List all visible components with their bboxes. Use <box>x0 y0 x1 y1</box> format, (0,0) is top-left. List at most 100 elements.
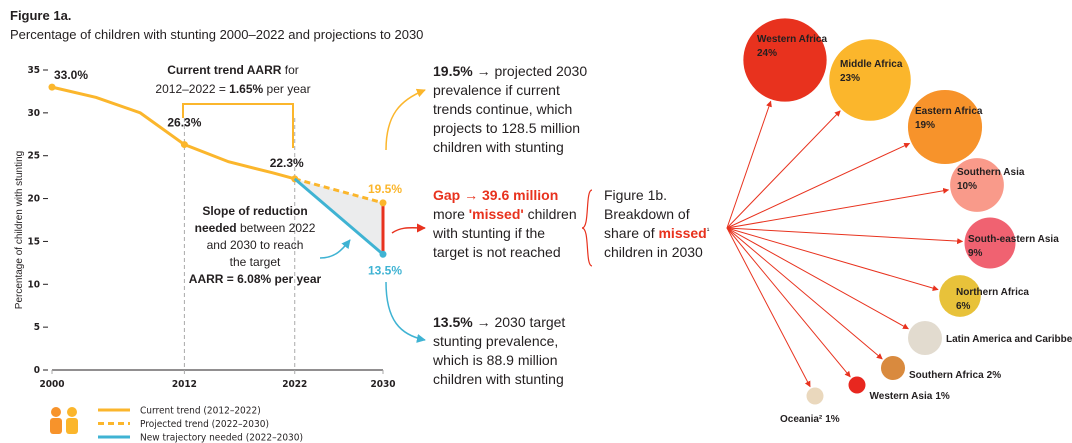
annotation-text: with stunting if the <box>432 225 545 241</box>
y-tick-label: 15 <box>27 236 40 247</box>
annotation-text: target is not reached <box>433 244 561 260</box>
point <box>379 250 387 258</box>
bubble-value: 2% <box>987 370 1002 381</box>
arrow <box>391 223 426 234</box>
bubble-label: Latin America and Caribbean4% <box>946 334 1072 345</box>
subtitle: Percentage of children with stunting 200… <box>10 27 423 42</box>
bubble-value: 6% <box>956 301 971 312</box>
connector <box>726 227 883 360</box>
annotation-text: trends continue, which <box>433 101 572 117</box>
point <box>48 83 56 91</box>
legend-label: Current trend (2012–2022) <box>140 406 261 417</box>
annotation: AARR = 6.08% per year <box>189 272 322 286</box>
annotation-text: for <box>281 63 298 77</box>
x-tick-label: 2030 <box>370 379 395 390</box>
bubble-label: Oceania² 1% <box>780 414 840 425</box>
connector <box>726 227 939 291</box>
annotation-text: needed <box>195 221 237 235</box>
point <box>180 141 188 149</box>
kids-icon <box>50 407 78 434</box>
y-tick-label: 5 <box>34 322 40 333</box>
annotation-text: children with stunting <box>433 139 564 155</box>
bubble <box>848 376 866 394</box>
connector <box>726 227 964 245</box>
annotation: target is not reached <box>433 244 561 260</box>
connector <box>726 227 851 378</box>
bubble-label: Western Africa <box>757 34 827 45</box>
annotation-text: Breakdown of <box>604 206 690 222</box>
series-line <box>293 177 384 256</box>
bubble <box>829 39 911 121</box>
legend-label: Projected trend (2022–2030) <box>140 419 269 430</box>
annotation-text: 2012–2022 = <box>155 82 229 96</box>
data-label: 26.3% <box>167 116 201 130</box>
annotation-text: ¹ <box>707 226 710 235</box>
data-label: 19.5% <box>368 182 402 196</box>
bubble <box>907 89 983 165</box>
bubble-label: South-eastern Asia <box>968 234 1059 245</box>
y-tick-label: 10 <box>27 279 40 290</box>
annotation-text: 19.5% <box>433 63 473 79</box>
annotation: stunting prevalence, <box>433 333 558 349</box>
annotation-text: 1.65% <box>229 82 263 96</box>
legend-label: New trajectory needed (2022–2030) <box>140 433 303 443</box>
bubble <box>964 217 1016 269</box>
annotation: which is 88.9 million <box>432 352 558 368</box>
y-axis-label: Percentage of children with stunting <box>14 151 25 309</box>
bubble-value: 23% <box>840 73 860 84</box>
annotation-text: share of <box>604 225 658 241</box>
bubble <box>908 321 942 355</box>
aarr-bracket <box>182 103 294 148</box>
annotation-text: children with stunting <box>433 371 564 387</box>
annotation: children with stunting <box>433 371 564 387</box>
annotation-text: Figure 1b. <box>604 187 667 203</box>
data-label: 13.5% <box>368 263 402 277</box>
bubble <box>806 387 824 405</box>
annotation: 19.5% → projected 2030 <box>433 63 587 79</box>
annotation: the target <box>230 255 281 269</box>
annotation-text: stunting prevalence, <box>433 333 558 349</box>
series-line <box>51 85 296 181</box>
bubble-name: Latin America and Caribbean <box>946 334 1072 345</box>
y-tick-label: 30 <box>27 108 40 119</box>
annotation-text: per year <box>263 82 310 96</box>
bubble-value: 10% <box>957 181 977 192</box>
data-label: 22.3% <box>270 156 304 170</box>
annotation-text: 13.5% <box>433 314 473 330</box>
arrow <box>385 88 426 151</box>
annotation: and 2030 to reach <box>207 238 304 252</box>
series-line <box>294 177 384 205</box>
x-tick-label: 2012 <box>172 379 197 390</box>
x-tick-label: 2022 <box>282 379 307 390</box>
annotation-text: → projected 2030 <box>473 63 588 79</box>
bubble-label: Eastern Africa <box>915 106 983 117</box>
annotation: Gap → 39.6 million <box>433 187 558 203</box>
annotation: more 'missed' children <box>433 206 577 222</box>
annotation-text: more <box>433 206 469 222</box>
annotation-text: Current trend AARR <box>167 63 282 77</box>
annotation: children with stunting <box>433 139 564 155</box>
annotation: prevalence if current <box>433 82 560 98</box>
annotation: with stunting if the <box>432 225 545 241</box>
title: Figure 1a. <box>10 8 71 23</box>
annotation: Breakdown of <box>604 206 690 222</box>
y-tick-label: 20 <box>27 194 40 205</box>
connector <box>726 227 909 330</box>
annotation: projects to 128.5 million <box>433 120 580 136</box>
annotation-text: between 2022 <box>237 221 316 235</box>
bubble <box>939 275 981 317</box>
bubble-label: Southern Africa 2% <box>909 370 1001 381</box>
connector <box>726 100 772 229</box>
annotation: children in 2030 <box>604 244 703 260</box>
bubble-label: Northern Africa <box>956 287 1029 298</box>
annotation: share of missed¹ <box>604 225 710 241</box>
bubble-value: 24% <box>757 48 777 59</box>
arrow <box>385 281 426 343</box>
y-tick-label: 0 <box>34 365 40 376</box>
y-tick-label: 25 <box>27 151 40 162</box>
annotation-text: which is 88.9 million <box>432 352 558 368</box>
bubble-name: Western Asia <box>870 391 933 402</box>
bubble <box>743 18 827 102</box>
connector <box>726 110 841 229</box>
bubble-value: 1% <box>935 391 950 402</box>
